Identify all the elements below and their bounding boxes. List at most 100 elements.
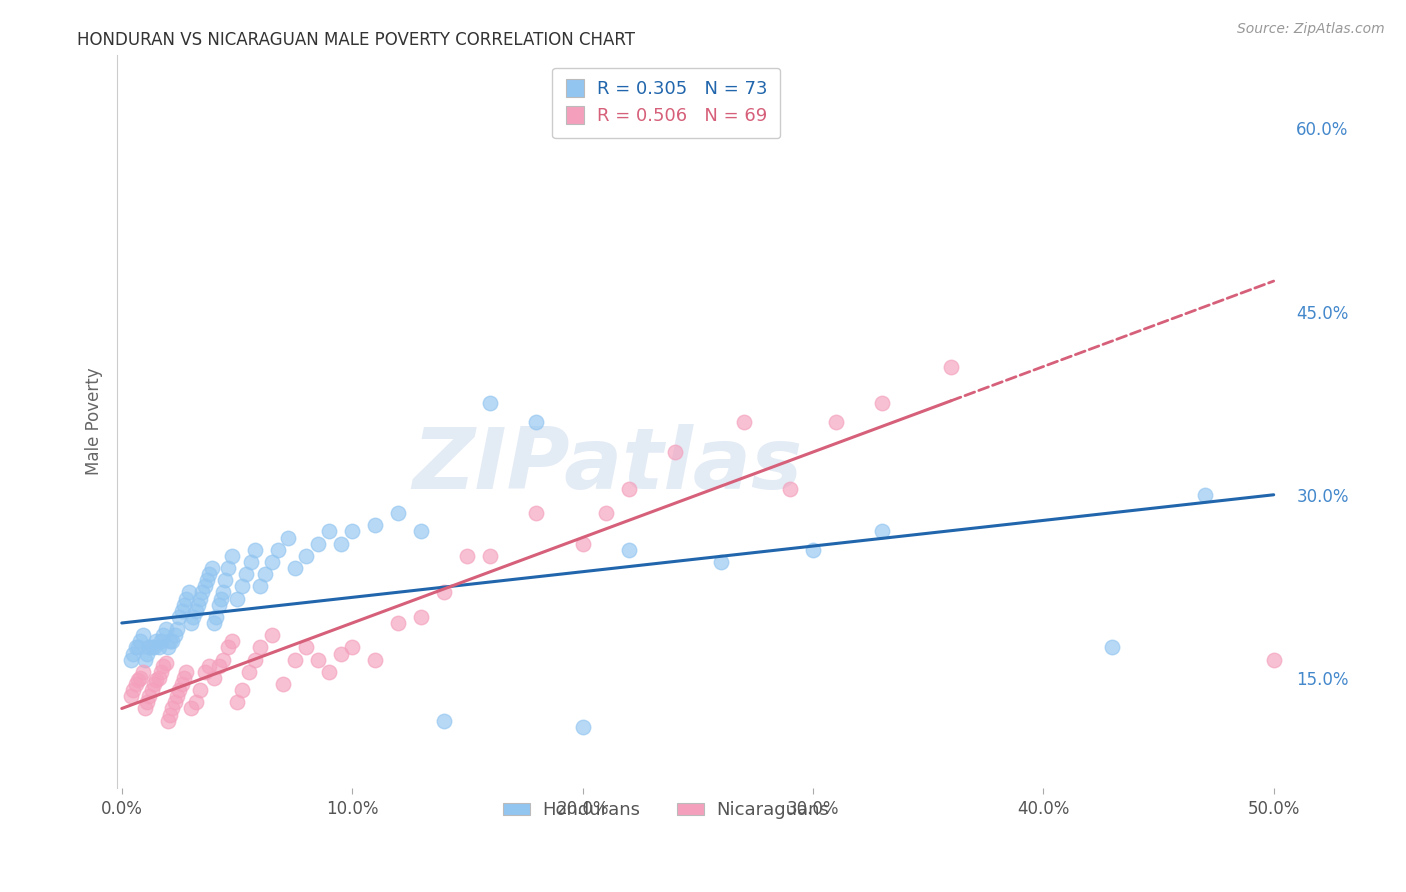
Point	[267, 542, 290, 557]
Point	[245, 653, 267, 667]
Point	[260, 555, 283, 569]
Point	[194, 665, 217, 679]
Point	[177, 585, 200, 599]
Point	[617, 482, 640, 496]
Point	[870, 524, 893, 539]
Point	[411, 610, 433, 624]
Point	[156, 640, 179, 655]
Point	[138, 640, 160, 655]
Point	[779, 482, 801, 496]
Point	[188, 591, 211, 606]
Point	[148, 640, 170, 655]
Point	[127, 640, 149, 655]
Point	[141, 640, 163, 655]
Point	[801, 542, 824, 557]
Point	[238, 665, 260, 679]
Point	[122, 683, 145, 698]
Text: ZIPatlas: ZIPatlas	[412, 424, 803, 507]
Point	[124, 677, 146, 691]
Point	[176, 591, 198, 606]
Point	[122, 647, 145, 661]
Point	[201, 561, 224, 575]
Point	[941, 359, 963, 374]
Point	[329, 536, 352, 550]
Point	[307, 653, 329, 667]
Point	[163, 628, 186, 642]
Point	[364, 518, 387, 533]
Point	[231, 683, 253, 698]
Point	[138, 690, 160, 704]
Point	[131, 665, 153, 679]
Point	[249, 579, 271, 593]
Point	[152, 628, 174, 642]
Point	[295, 549, 318, 563]
Point	[181, 610, 204, 624]
Point	[202, 671, 225, 685]
Point	[187, 598, 209, 612]
Point	[173, 671, 195, 685]
Y-axis label: Male Poverty: Male Poverty	[86, 368, 103, 475]
Point	[340, 524, 363, 539]
Point	[870, 396, 893, 410]
Point	[136, 695, 159, 709]
Point	[209, 591, 232, 606]
Point	[129, 671, 152, 685]
Point	[134, 701, 156, 715]
Point	[188, 683, 211, 698]
Point	[155, 657, 177, 671]
Point	[207, 658, 229, 673]
Point	[170, 604, 193, 618]
Point	[194, 579, 217, 593]
Point	[191, 585, 214, 599]
Point	[617, 542, 640, 557]
Point	[180, 615, 202, 630]
Point	[329, 647, 352, 661]
Point	[260, 628, 283, 642]
Point	[318, 524, 340, 539]
Point	[226, 695, 249, 709]
Point	[1101, 640, 1123, 655]
Legend: Hondurans, Nicaraguans: Hondurans, Nicaraguans	[496, 794, 837, 827]
Point	[162, 701, 184, 715]
Point	[162, 634, 184, 648]
Point	[173, 598, 195, 612]
Point	[170, 677, 193, 691]
Point	[340, 640, 363, 655]
Point	[148, 671, 170, 685]
Point	[479, 549, 502, 563]
Point	[120, 653, 142, 667]
Point	[155, 622, 177, 636]
Point	[387, 615, 409, 630]
Point	[184, 695, 207, 709]
Point	[166, 690, 188, 704]
Point	[387, 506, 409, 520]
Point	[212, 585, 235, 599]
Point	[159, 707, 181, 722]
Point	[120, 690, 142, 704]
Point	[180, 701, 202, 715]
Point	[271, 677, 294, 691]
Point	[235, 567, 257, 582]
Point	[249, 640, 271, 655]
Point	[1263, 653, 1285, 667]
Text: Source: ZipAtlas.com: Source: ZipAtlas.com	[1237, 22, 1385, 37]
Point	[176, 665, 198, 679]
Text: HONDURAN VS NICARAGUAN MALE POVERTY CORRELATION CHART: HONDURAN VS NICARAGUAN MALE POVERTY CORR…	[77, 31, 636, 49]
Point	[149, 634, 172, 648]
Point	[571, 720, 593, 734]
Point	[159, 634, 181, 648]
Point	[364, 653, 387, 667]
Point	[221, 634, 243, 648]
Point	[131, 628, 153, 642]
Point	[433, 714, 456, 728]
Point	[284, 561, 307, 575]
Point	[710, 555, 733, 569]
Point	[143, 677, 166, 691]
Point	[207, 598, 229, 612]
Point	[152, 658, 174, 673]
Point	[198, 567, 221, 582]
Point	[526, 415, 548, 429]
Point	[411, 524, 433, 539]
Point	[456, 549, 478, 563]
Point	[134, 653, 156, 667]
